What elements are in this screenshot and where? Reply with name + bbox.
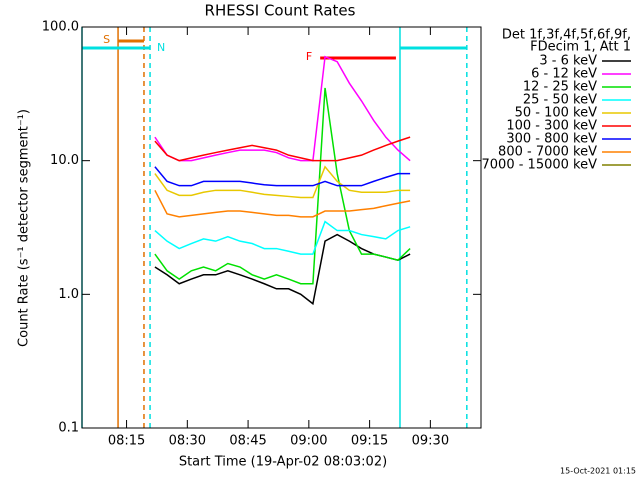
legend-title: Det 1f,3f,4f,5f,6f,9f, (502, 28, 631, 43)
y-tick-label: 0.1 (58, 421, 79, 436)
x-tick-label: 08:15 (108, 434, 145, 449)
series-line (154, 55, 411, 162)
legend-label: 3 - 6 keV (539, 54, 597, 69)
legend-label: 12 - 25 keV (523, 80, 597, 95)
interval-label: S (103, 33, 110, 46)
y-tick-label: 100.0 (42, 20, 79, 35)
series-line (154, 220, 411, 255)
series-line (154, 189, 411, 218)
x-axis-label: Start Time (19-Apr-02 08:03:02) (179, 455, 387, 470)
series-line (154, 233, 411, 306)
y-axis-label: Count Rate (s⁻¹ detector segment⁻¹) (17, 109, 32, 347)
interval-label: N (157, 41, 165, 54)
plot-frame (81, 26, 482, 429)
y-tick-label: 10.0 (50, 153, 79, 168)
x-tick-label: 08:45 (229, 434, 266, 449)
legend-title: FDecim 1, Att 1 (530, 40, 631, 55)
legend-label: 300 - 800 keV (506, 132, 597, 147)
footer: 15-Oct-2021 01:15 (560, 467, 636, 476)
legend-label: 800 - 7000 keV (498, 145, 597, 160)
x-tick-label: 09:15 (351, 434, 388, 449)
series-line (154, 136, 411, 162)
series-line (154, 87, 411, 285)
chart-title: RHESSI Count Rates (205, 2, 356, 20)
series-line (154, 166, 411, 187)
legend-label: 50 - 100 keV (515, 106, 598, 121)
interval-label: F (306, 50, 312, 63)
legend-label: 6 - 12 keV (531, 67, 597, 82)
series-line (154, 165, 411, 199)
legend-label: 100 - 300 keV (506, 119, 597, 134)
legend-label: 25 - 50 keV (523, 93, 597, 108)
legend-label: 7000 - 15000 keV (482, 158, 598, 173)
y-tick-label: 1.0 (58, 287, 79, 302)
x-tick-label: 09:30 (412, 434, 449, 449)
x-tick-label: 08:30 (169, 434, 206, 449)
x-tick-label: 09:00 (290, 434, 327, 449)
